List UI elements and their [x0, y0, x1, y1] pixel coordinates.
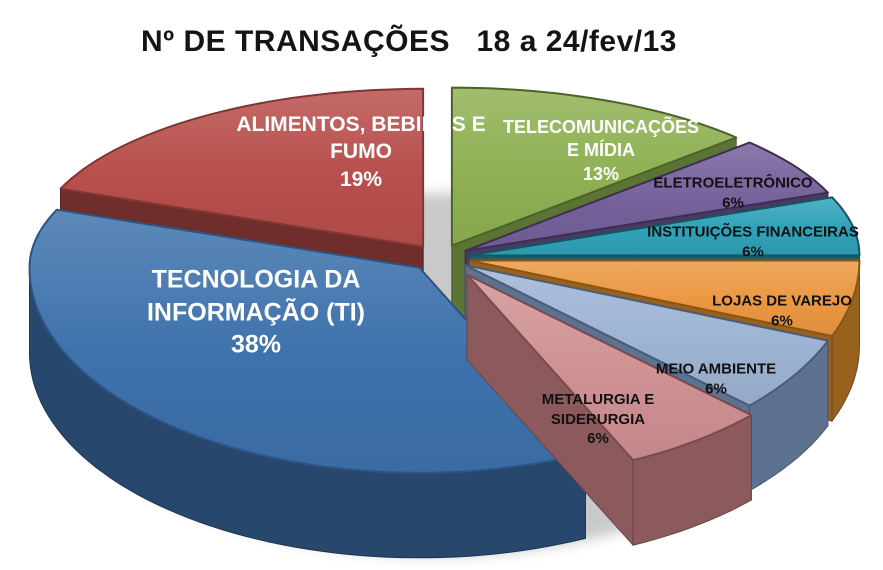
pie-slice-1 [464, 141, 829, 252]
pie-slice-2 [468, 196, 861, 257]
pie-slice-0 [450, 86, 738, 247]
pie-slice-6 [28, 208, 587, 474]
chart-title: Nº DE TRANSAÇÕES 18 a 24/fev/13 [141, 25, 677, 58]
pie-slice-7 [59, 87, 425, 248]
pie-slice-4 [464, 264, 829, 407]
pie-slice-5 [466, 273, 753, 462]
pie-slice-3 [468, 259, 861, 337]
